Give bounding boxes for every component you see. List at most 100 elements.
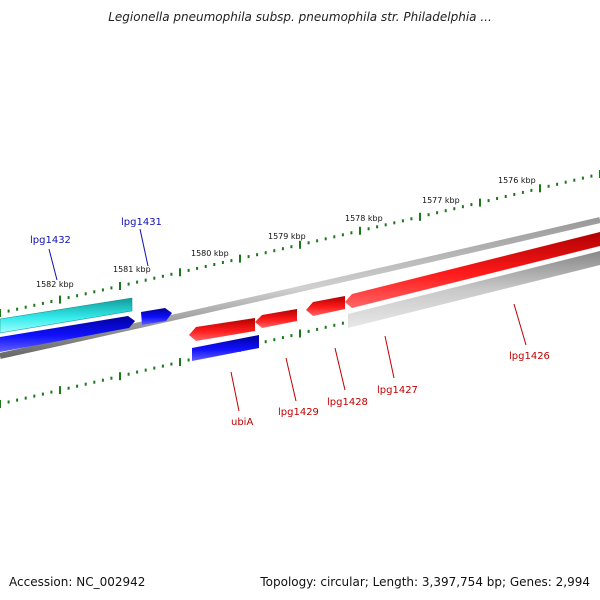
gene-label-lpg1431[interactable]: lpg1431 (121, 217, 162, 228)
gene-label-lpg1426[interactable]: lpg1426 (509, 351, 550, 362)
inner-scale-minor-tick (144, 368, 147, 372)
inner-scale-major-tick (119, 372, 121, 381)
outer-scale-minor-tick (256, 253, 259, 257)
outer-scale-minor-tick (444, 209, 447, 213)
outer-scale-minor-tick (187, 268, 190, 272)
outer-scale-minor-tick (144, 278, 147, 282)
outer-scale-minor-tick (393, 221, 396, 225)
outer-scale-major-tick (419, 212, 421, 221)
inner-scale-minor-tick (101, 378, 104, 382)
gene-feature-lpg1426-gray[interactable] (348, 251, 600, 328)
footer-accession: Accession: NC_002942 (9, 575, 146, 589)
forward-strand-features (0, 232, 600, 341)
outer-scale-minor-tick (273, 249, 276, 253)
inner-scale-minor-tick (281, 336, 284, 340)
inner-scale-minor-tick (333, 323, 336, 327)
outer-scale-major-tick (119, 282, 121, 290)
gene-feature-ubiA-red[interactable] (189, 318, 255, 341)
inner-scale-minor-tick (84, 382, 87, 386)
scale-label-1582: 1582 kbp (36, 280, 74, 289)
outer-scale-major-tick (59, 295, 61, 304)
outer-scale-minor-tick (213, 263, 216, 266)
outer-scale-minor-tick (384, 223, 387, 227)
outer-scale-minor-tick (590, 174, 593, 178)
outer-scale-minor-tick (221, 261, 224, 264)
inner-scale-minor-tick (93, 380, 96, 384)
outer-scale-minor-tick (496, 197, 499, 200)
gene-label-lpg1428[interactable]: lpg1428 (327, 397, 368, 408)
outer-scale-minor-tick (401, 219, 404, 223)
inner-scale-minor-tick (153, 366, 156, 370)
scale-label-1580: 1580 kbp (191, 249, 229, 258)
outer-scale-minor-tick (564, 180, 567, 184)
inner-scale-minor-tick (341, 321, 344, 325)
outer-scale-minor-tick (513, 193, 516, 196)
inner-scale-minor-tick (16, 398, 19, 402)
inner-scale-minor-tick (307, 329, 310, 333)
gene-feature-lpg1428-red[interactable] (255, 309, 297, 328)
outer-scale-minor-tick (436, 211, 439, 215)
inner-scale-minor-tick (127, 372, 130, 376)
outer-scale-minor-tick (230, 259, 233, 263)
outer-scale (0, 170, 600, 317)
outer-scale-minor-tick (324, 237, 327, 241)
outer-scale-minor-tick (161, 274, 164, 278)
outer-scale-major-tick (539, 184, 541, 193)
leader-lpg1427 (384, 335, 395, 379)
outer-scale-minor-tick (307, 241, 310, 245)
outer-scale-minor-tick (16, 307, 19, 311)
scale-label-1576: 1576 kbp (498, 176, 536, 185)
outer-scale-major-tick (239, 254, 241, 263)
inner-scale-minor-tick (264, 340, 267, 344)
outer-scale-minor-tick (453, 207, 456, 211)
gene-feature-lpg1432-blue[interactable] (0, 316, 135, 352)
outer-scale-minor-tick (127, 282, 130, 286)
scale-label-1581: 1581 kbp (113, 265, 151, 274)
inner-scale-minor-tick (136, 370, 139, 374)
gene-feature-lpg1427-red[interactable] (306, 296, 345, 316)
inner-scale-minor-tick (187, 358, 190, 362)
inner-scale-minor-tick (324, 325, 327, 329)
gene-feature-ubiA-blue[interactable] (192, 335, 259, 361)
outer-scale-minor-tick (264, 251, 267, 255)
outer-scale-minor-tick (41, 301, 44, 305)
gene-label-lpg1427[interactable]: lpg1427 (377, 385, 418, 396)
outer-scale-major-tick (179, 268, 181, 277)
inner-scale-minor-tick (170, 362, 173, 366)
inner-scale-minor-tick (7, 400, 10, 404)
genome-backbone (0, 217, 600, 359)
inner-scale-minor-tick (33, 394, 36, 398)
outer-scale-minor-tick (504, 195, 507, 198)
outer-scale-minor-tick (367, 227, 370, 231)
scale-label-1579: 1579 kbp (268, 232, 306, 241)
inner-scale-major-tick (0, 400, 1, 408)
outer-scale-minor-tick (101, 288, 104, 292)
outer-scale-minor-tick (67, 296, 70, 300)
outer-scale-major-tick (0, 309, 1, 317)
outer-scale-minor-tick (281, 247, 284, 251)
inner-scale-minor-tick (161, 364, 164, 368)
inner-scale-minor-tick (41, 392, 44, 396)
gene-label-lpg1432[interactable]: lpg1432 (30, 235, 71, 246)
inner-scale-major-tick (299, 329, 301, 338)
gene-feature-lpg1431[interactable] (141, 308, 172, 325)
outer-scale-minor-tick (110, 286, 113, 290)
outer-scale-minor-tick (573, 178, 576, 182)
inner-scale-minor-tick (316, 327, 319, 331)
outer-scale-minor-tick (487, 199, 490, 203)
gene-feature-lpg1432[interactable] (0, 297, 133, 334)
outer-scale-major-tick (299, 240, 301, 249)
gene-feature-lpg1426-red[interactable] (345, 232, 600, 308)
outer-scale-minor-tick (196, 266, 199, 270)
gene-label-ubiA[interactable]: ubiA (231, 417, 253, 428)
outer-scale-minor-tick (333, 235, 336, 239)
scale-labels: 1582 kbp 1581 kbp 1580 kbp 1579 kbp 1578… (36, 176, 536, 289)
inner-scale-minor-tick (50, 390, 53, 394)
gene-label-lpg1429[interactable]: lpg1429 (278, 407, 319, 418)
outer-scale-minor-tick (410, 217, 413, 221)
outer-scale-minor-tick (204, 265, 207, 268)
outer-scale-minor-tick (136, 280, 139, 284)
outer-scale-minor-tick (376, 225, 379, 229)
outer-scale-minor-tick (7, 309, 10, 313)
